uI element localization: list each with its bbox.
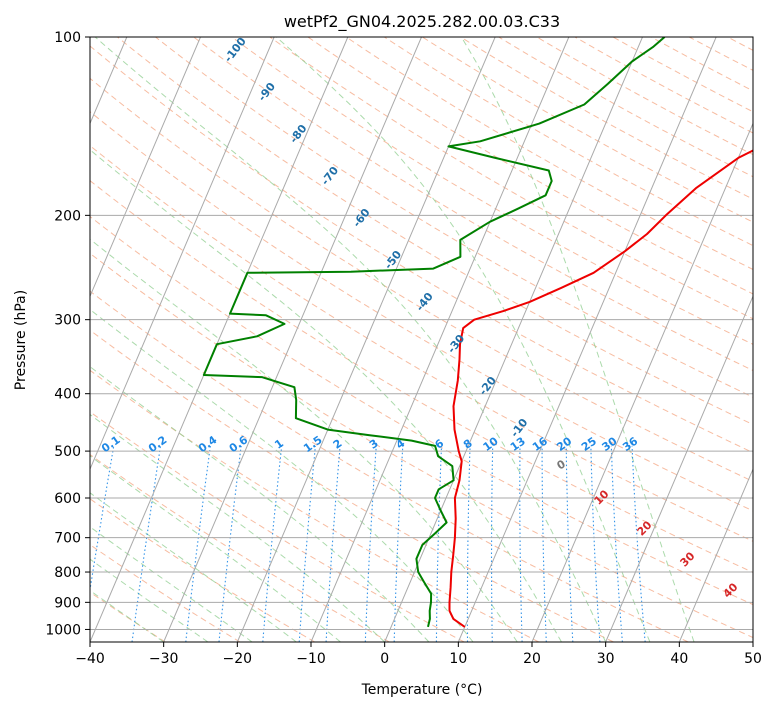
mixing-ratio-line bbox=[565, 445, 574, 642]
mixing-ratio-line bbox=[466, 445, 471, 642]
dewpoint-profile-line bbox=[202, 37, 666, 628]
moist-adiabat-line bbox=[94, 37, 607, 642]
mixing-ratio-line bbox=[90, 445, 115, 594]
y-tick-label: 200 bbox=[54, 208, 81, 224]
dry-adiabat-line bbox=[90, 290, 689, 642]
mixing-ratio-line bbox=[590, 445, 601, 642]
isotherm-line bbox=[457, 37, 717, 642]
isotherm-line bbox=[605, 295, 753, 642]
moist-adiabat-line bbox=[90, 308, 474, 642]
dry-adiabat-line bbox=[90, 411, 465, 642]
x-tick-label: 0 bbox=[380, 651, 389, 667]
isotherm-line bbox=[531, 122, 753, 642]
isotherm-line bbox=[90, 37, 201, 298]
y-tick-label: 100 bbox=[54, 30, 81, 46]
mixing-ratio-line bbox=[325, 445, 341, 642]
dry-adiabat-line bbox=[117, 37, 753, 426]
mixing-ratio-line bbox=[364, 445, 377, 642]
mixing-ratio-line bbox=[218, 445, 242, 642]
mixing-ratio-line bbox=[631, 445, 646, 642]
mixing-ratio-line bbox=[131, 445, 162, 642]
mixing-ratio-line bbox=[610, 445, 623, 642]
plot-area: -100-90-80-70-60-50-40-30-20-100.1 0.2 0.4… bbox=[45, 30, 762, 667]
dry-adiabat-line bbox=[90, 252, 753, 639]
isotherm-line bbox=[90, 37, 349, 642]
dry-adiabat-line bbox=[90, 369, 540, 642]
plot-clip-group bbox=[90, 37, 753, 642]
x-tick-label: −40 bbox=[75, 651, 105, 667]
x-tick-label: −30 bbox=[149, 651, 179, 667]
x-tick-label: 10 bbox=[449, 651, 467, 667]
y-tick-label: 300 bbox=[54, 313, 81, 329]
moist-adiabat-line bbox=[90, 455, 341, 642]
y-tick-label: 900 bbox=[54, 595, 81, 611]
moist-adiabats-group bbox=[90, 37, 695, 642]
y-tick-label: 400 bbox=[54, 387, 81, 403]
isotherm-line bbox=[310, 37, 570, 642]
x-tick-label: −20 bbox=[223, 651, 253, 667]
dry-adiabat-line bbox=[90, 498, 315, 642]
mixing-ratio-line bbox=[541, 445, 547, 642]
dry-adiabat-line bbox=[193, 37, 753, 372]
dry-adiabat-line bbox=[90, 329, 614, 642]
mixing-ratio-group bbox=[90, 445, 646, 642]
x-axis-label: Temperature (°C) bbox=[361, 682, 483, 698]
y-tick-label: 500 bbox=[54, 444, 81, 460]
x-tick-label: 20 bbox=[523, 651, 541, 667]
y-tick-label: 600 bbox=[54, 491, 81, 507]
mixing-ratio-line bbox=[519, 445, 523, 642]
x-tick-label: 50 bbox=[744, 651, 762, 667]
y-axis-label: Pressure (hPa) bbox=[13, 290, 29, 390]
isotherm-line bbox=[678, 467, 753, 642]
isobars-group bbox=[90, 37, 753, 630]
mixing-ratio-line bbox=[490, 445, 494, 642]
moist-adiabat-line bbox=[90, 149, 562, 642]
chart-title: wetPf2_GN04.2025.282.00.03.C33 bbox=[284, 12, 560, 32]
isotherms-group bbox=[90, 37, 753, 642]
dry-adiabat-line bbox=[269, 37, 753, 320]
isotherm-line bbox=[163, 37, 422, 642]
moist-adiabat-line bbox=[90, 492, 297, 642]
y-tick-label: 800 bbox=[54, 565, 81, 581]
y-tick-label: 700 bbox=[54, 531, 81, 547]
dry-adiabat-line bbox=[155, 37, 753, 398]
x-tick-label: −10 bbox=[296, 651, 326, 667]
moist-adiabat-line bbox=[90, 589, 164, 642]
y-tick-label: 1000 bbox=[45, 622, 81, 638]
mixing-ratio-line bbox=[185, 445, 211, 642]
dry-adiabat-line bbox=[307, 37, 753, 295]
isotherm-line bbox=[236, 37, 496, 642]
axes-frame bbox=[89, 36, 754, 643]
x-tick-label: 30 bbox=[597, 651, 615, 667]
dry-adiabat-line bbox=[90, 215, 753, 606]
mixing-ratio-line bbox=[298, 445, 316, 642]
x-tick-label: 40 bbox=[670, 651, 688, 667]
moist-adiabat-line bbox=[90, 526, 253, 642]
moist-adiabat-line bbox=[90, 366, 430, 642]
moist-adiabat-line bbox=[90, 238, 518, 642]
moist-adiabat-line bbox=[460, 37, 695, 642]
temperature-profile-line bbox=[448, 149, 753, 628]
mixing-ratio-line bbox=[262, 445, 283, 642]
mixing-ratio-line bbox=[435, 445, 443, 642]
isotherm-line bbox=[90, 37, 275, 471]
moist-adiabat-line bbox=[90, 558, 209, 642]
moist-adiabat-line bbox=[275, 37, 651, 642]
